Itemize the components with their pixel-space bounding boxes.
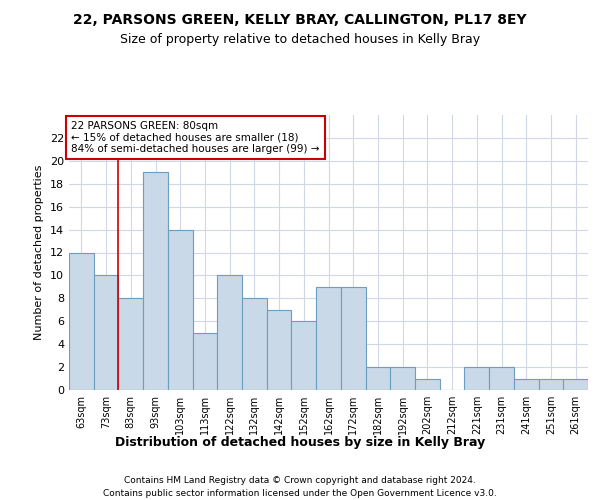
Bar: [193, 332, 217, 390]
Bar: [539, 378, 563, 390]
Bar: [292, 322, 316, 390]
Text: Contains public sector information licensed under the Open Government Licence v3: Contains public sector information licen…: [103, 489, 497, 498]
Text: 22 PARSONS GREEN: 80sqm
← 15% of detached houses are smaller (18)
84% of semi-de: 22 PARSONS GREEN: 80sqm ← 15% of detache…: [71, 120, 320, 154]
Bar: [341, 287, 365, 390]
Bar: [464, 367, 489, 390]
Bar: [168, 230, 193, 390]
Bar: [94, 276, 118, 390]
Bar: [390, 367, 415, 390]
Text: Distribution of detached houses by size in Kelly Bray: Distribution of detached houses by size …: [115, 436, 485, 449]
Text: 22, PARSONS GREEN, KELLY BRAY, CALLINGTON, PL17 8EY: 22, PARSONS GREEN, KELLY BRAY, CALLINGTO…: [73, 12, 527, 26]
Bar: [563, 378, 588, 390]
Bar: [118, 298, 143, 390]
Text: Contains HM Land Registry data © Crown copyright and database right 2024.: Contains HM Land Registry data © Crown c…: [124, 476, 476, 485]
Text: Size of property relative to detached houses in Kelly Bray: Size of property relative to detached ho…: [120, 32, 480, 46]
Bar: [514, 378, 539, 390]
Y-axis label: Number of detached properties: Number of detached properties: [34, 165, 44, 340]
Bar: [143, 172, 168, 390]
Bar: [69, 252, 94, 390]
Bar: [242, 298, 267, 390]
Bar: [415, 378, 440, 390]
Bar: [267, 310, 292, 390]
Bar: [217, 276, 242, 390]
Bar: [365, 367, 390, 390]
Bar: [489, 367, 514, 390]
Bar: [316, 287, 341, 390]
